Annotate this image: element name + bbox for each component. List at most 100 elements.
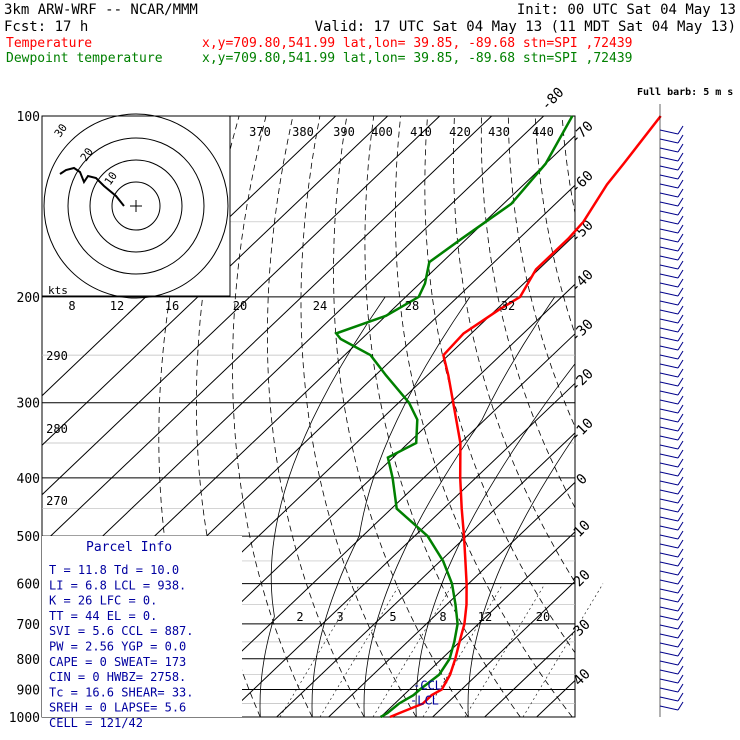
wind-barb xyxy=(659,138,679,144)
isotherm-line xyxy=(224,382,576,718)
pressure-tick-label: 500 xyxy=(17,530,40,545)
wind-barb xyxy=(659,696,679,702)
wind-barb xyxy=(659,345,679,351)
dry-adiabat xyxy=(300,116,417,717)
hodo-speed-label: 20 xyxy=(233,299,247,313)
theta-label-left: 290 xyxy=(46,349,68,363)
wind-barb-flag xyxy=(677,548,684,558)
wind-barb xyxy=(659,678,679,684)
wind-barb-flag xyxy=(677,683,684,693)
isotherm-label: -40 xyxy=(568,267,597,296)
lcl-marker: -LCL xyxy=(410,693,439,707)
theta-label: 430 xyxy=(488,125,510,139)
moist-adiabat xyxy=(363,296,556,717)
hodograph-ring xyxy=(67,137,205,275)
isotherm-line xyxy=(276,432,576,718)
theta-label-left: 280 xyxy=(46,422,68,436)
wind-barb-flag xyxy=(677,629,684,639)
hodo-speed-label: 32 xyxy=(501,299,515,313)
wind-barb xyxy=(659,651,679,657)
wind-barb xyxy=(659,309,679,315)
wind-barb-flag xyxy=(677,368,684,378)
wind-barb-flag xyxy=(677,539,684,549)
wind-barb-flag xyxy=(677,413,684,423)
isotherm-line xyxy=(484,630,576,718)
wind-barb-flag xyxy=(677,170,684,180)
wind-barb xyxy=(659,408,679,414)
wind-barb xyxy=(659,210,679,216)
hodo-speed-label: 28 xyxy=(405,299,419,313)
wind-barb-flag xyxy=(677,557,684,567)
temperature-location: x,y=709.80,541.99 lat,lon= 39.85, -89.68… xyxy=(202,36,632,51)
dry-adiabat xyxy=(507,116,575,428)
wind-barb xyxy=(659,597,679,603)
pressure-tick-label: 600 xyxy=(17,578,40,593)
wind-barb xyxy=(659,687,679,693)
pressure-tick-label: 700 xyxy=(17,618,40,633)
isotherm-label: -70 xyxy=(568,118,597,147)
wind-barb-flag xyxy=(677,458,684,468)
parcel-row: TT = 44 EL = 0. xyxy=(49,609,157,623)
moist-adiabat xyxy=(311,296,471,717)
wind-barb-flag xyxy=(677,584,684,594)
wind-barb-flag xyxy=(677,314,684,324)
wind-barb xyxy=(659,543,679,549)
wind-barb-flag xyxy=(677,701,684,711)
wind-barb xyxy=(659,453,679,459)
hodo-speed-label: 24 xyxy=(313,299,327,313)
mixing-ratio-line xyxy=(522,583,604,718)
moist-adiabat xyxy=(415,363,575,717)
dewpoint-legend: Dewpoint temperature xyxy=(6,51,163,66)
hodo-ring-label: 20 xyxy=(78,145,96,163)
parcel-row: PW = 2.56 YGP = 0.0 xyxy=(49,640,186,654)
wind-barb-flag xyxy=(677,503,684,513)
parcel-box-bg xyxy=(42,536,242,717)
wind-barb xyxy=(659,462,679,468)
wind-barb xyxy=(659,507,679,513)
parcel-row: SREH = 0 LAPSE= 5.6 xyxy=(49,701,186,715)
mixing-ratio-label: 2 xyxy=(296,610,303,624)
wind-barb xyxy=(659,201,679,207)
wind-barb-flag xyxy=(677,512,684,522)
wind-barb xyxy=(659,237,679,243)
wind-barb-flag xyxy=(677,143,684,153)
wind-barb xyxy=(659,165,679,171)
wind-barb-flag xyxy=(677,395,684,405)
wind-barb xyxy=(659,255,679,261)
wind-barb xyxy=(659,561,679,567)
wind-barb-flag xyxy=(677,161,684,171)
pressure-tick-label: 900 xyxy=(17,683,40,698)
wind-barb xyxy=(659,642,679,648)
pressure-tick-label: 400 xyxy=(17,472,40,487)
wind-barb xyxy=(659,246,679,252)
wind-barb-flag xyxy=(677,386,684,396)
isotherm-line xyxy=(41,115,493,545)
dry-adiabat xyxy=(697,116,740,717)
wind-barb xyxy=(659,525,679,531)
wind-barb xyxy=(659,363,679,369)
wind-barb-flag xyxy=(677,224,684,234)
wind-barb xyxy=(659,417,679,423)
theta-label: 400 xyxy=(371,125,393,139)
wind-barb-flag xyxy=(677,647,684,657)
wind-barb xyxy=(659,183,679,189)
wind-barb-flag xyxy=(677,296,684,306)
parcel-row: CIN = 0 HWBZ= 2758. xyxy=(49,670,186,684)
wind-barb-flag xyxy=(677,179,684,189)
wind-barb xyxy=(659,516,679,522)
parcel-row: Tc = 16.6 SHEAR= 33. xyxy=(49,685,194,699)
parcel-row: CELL = 121/42 xyxy=(49,716,143,730)
wind-barb-flag xyxy=(677,377,684,387)
wind-barb xyxy=(659,219,679,225)
dry-adiabat xyxy=(480,116,575,509)
wind-barb-flag xyxy=(677,620,684,630)
parcel-row: K = 26 LFC = 0. xyxy=(49,594,157,608)
theta-label: 440 xyxy=(532,125,554,139)
wind-barb xyxy=(659,624,679,630)
dry-adiabat xyxy=(333,116,469,717)
wind-barb-flag xyxy=(677,431,684,441)
isotherm-label: 0 xyxy=(574,471,591,488)
wind-barb-flag xyxy=(677,323,684,333)
theta-label: 390 xyxy=(333,125,355,139)
